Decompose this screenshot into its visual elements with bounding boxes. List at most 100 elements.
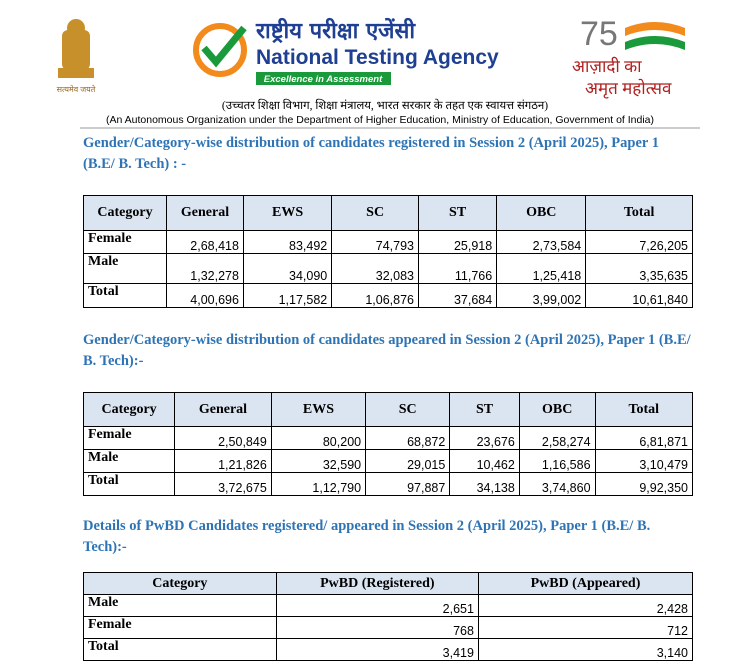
cell: 2,58,274 (518, 426, 596, 450)
column-header: PwBD (Registered) (275, 572, 479, 595)
cell: 34,090 (242, 253, 333, 284)
table-row: Male 1,32,278 34,090 32,083 11,766 1,25,418 3,… (82, 253, 693, 284)
column-header: OBC (518, 392, 596, 427)
hindi-subtitle: (उच्चतर शिक्षा विभाग, शिक्षा मंत्रालय, भ… (222, 98, 548, 112)
row-label: Total (82, 472, 176, 496)
column-header: Total (585, 195, 693, 231)
header-row: Category General EWS SC ST OBC Total (82, 392, 694, 427)
cell: 3,140 (477, 638, 694, 661)
cell: 3,10,479 (594, 449, 694, 473)
cell: 10,462 (449, 449, 520, 473)
cell: 3,74,860 (518, 472, 596, 496)
table-row: Total 3,72,675 1,12,790 97,887 34,138 3,74,86… (82, 472, 694, 496)
cell: 3,419 (275, 638, 479, 661)
table-row: Female 2,68,418 83,492 74,793 25,918 2,73,584… (82, 230, 693, 254)
cell: 6,81,871 (594, 426, 694, 450)
section-heading: Gender/Category-wise distribution of can… (83, 135, 659, 172)
azadi-line1: आज़ादी का (572, 56, 642, 76)
data-table: Category PwBD (Registered) PwBD (Appeared)… (83, 572, 694, 661)
cell: 1,06,876 (331, 283, 420, 308)
row-label: Total (83, 638, 277, 661)
cell: 9,92,350 (594, 472, 694, 496)
cell: 80,200 (270, 426, 367, 450)
header: सत्यमेव जयते राष्ट्रीय परीक्षा एजेंसी Na… (57, 15, 700, 129)
row-label: Female (83, 616, 277, 639)
table-row: Male 1,21,826 32,590 29,015 10,462 1,16,586 3,… (82, 449, 694, 473)
column-header: Category (83, 572, 277, 595)
cell: 1,21,826 (174, 449, 272, 473)
nta-logo (193, 23, 247, 77)
cell: 712 (477, 616, 694, 639)
column-header: ST (418, 195, 498, 231)
motto: सत्यमेव जयते (57, 84, 96, 94)
data-table: Category General EWS SC ST OBC Total Female 2,68… (82, 195, 693, 308)
hindi-name: राष्ट्रीय परीक्षा एजेंसी (255, 17, 416, 44)
cell: 1,17,582 (242, 283, 333, 308)
column-header: PwBD (Appeared) (477, 572, 694, 595)
cell: 1,12,790 (270, 472, 367, 496)
row-label: Male (83, 594, 277, 617)
section-heading: Details of PwBD Candidates registered/ a… (83, 518, 651, 555)
cell: 25,918 (418, 230, 498, 254)
row-label: Male (82, 253, 168, 284)
cell: 3,99,002 (496, 283, 587, 308)
tagline-bar (256, 72, 391, 85)
column-header: General (174, 392, 272, 427)
cell: 1,32,278 (166, 253, 244, 284)
section-heading: Gender/Category-wise distribution of can… (83, 332, 691, 369)
cell: 7,26,205 (585, 230, 693, 254)
cell: 68,872 (365, 426, 451, 450)
cell: 83,492 (242, 230, 333, 254)
cell: 2,50,849 (174, 426, 272, 450)
cell: 11,766 (418, 253, 498, 284)
cell: 2,73,584 (496, 230, 587, 254)
cell: 2,428 (477, 594, 694, 617)
column-header: EWS (270, 392, 367, 427)
column-header: ST (449, 392, 520, 427)
header-row: Category PwBD (Registered) PwBD (Appeared) (83, 572, 694, 595)
cell: 3,72,675 (174, 472, 272, 496)
azadi-number: 75 (580, 15, 618, 53)
cell: 1,16,586 (518, 449, 596, 473)
agency-name: National Testing Agency (256, 46, 499, 69)
cell: 37,684 (418, 283, 498, 308)
row-label: Total (82, 283, 168, 308)
cell: 4,00,696 (166, 283, 244, 308)
column-header: EWS (242, 195, 333, 231)
cell: 2,68,418 (166, 230, 244, 254)
subtitle: (An Autonomous Organization under the De… (106, 114, 654, 126)
row-label: Female (82, 230, 168, 254)
cell: 29,015 (365, 449, 451, 473)
cell: 97,887 (365, 472, 451, 496)
column-header: Category (82, 392, 176, 427)
cell: 768 (275, 616, 479, 639)
cell: 23,676 (449, 426, 520, 450)
table-row: Female 2,50,849 80,200 68,872 23,676 2,58,274… (82, 426, 694, 450)
row-label: Male (82, 449, 176, 473)
emblem (58, 19, 94, 78)
header-row: Category General EWS SC ST OBC Total (82, 195, 693, 231)
tagline: Excellence in Assessment (264, 74, 383, 85)
cell: 3,35,635 (585, 253, 693, 284)
cell: 1,25,418 (496, 253, 587, 284)
column-header: Category (82, 195, 168, 231)
cell: 2,651 (275, 594, 479, 617)
cell: 10,61,840 (585, 283, 693, 308)
column-header: SC (331, 195, 420, 231)
column-header: General (166, 195, 244, 231)
column-header: Total (594, 392, 694, 427)
table-row: Total 3,419 3,140 (83, 638, 694, 661)
column-header: OBC (496, 195, 587, 231)
table-row: Male 2,651 2,428 (83, 594, 694, 617)
table-row: Female 768 712 (83, 616, 694, 639)
cell: 32,083 (331, 253, 420, 284)
data-table: Category General EWS SC ST OBC Total Female 2,50… (82, 392, 694, 496)
cell: 32,590 (270, 449, 367, 473)
cell: 34,138 (449, 472, 520, 496)
row-label: Female (82, 426, 176, 450)
azadi-line2: अमृत महोत्सव (585, 78, 672, 99)
table-row: Total 4,00,696 1,17,582 1,06,876 37,684 3,99,… (82, 283, 693, 308)
cell: 74,793 (331, 230, 420, 254)
column-header: SC (365, 392, 451, 427)
